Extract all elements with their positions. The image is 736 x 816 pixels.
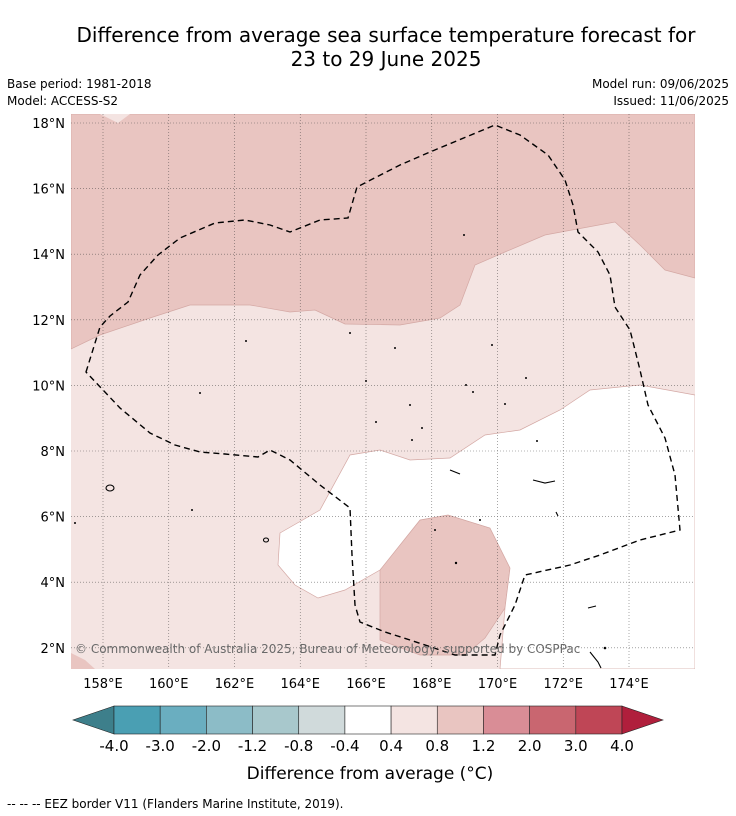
warm-patch-bottom-left (71, 653, 95, 669)
colorbar-swatch (113, 705, 161, 735)
colorbar-tick-label: -3.0 (146, 737, 175, 755)
colorbar (72, 705, 664, 735)
colorbar-tick-label: 4.0 (610, 737, 634, 755)
colorbar-tick-label: -2.0 (192, 737, 221, 755)
model-name: Model: ACCESS-S2 (7, 94, 119, 108)
eez-footnote: -- -- -- EEZ border V11 (Flanders Marine… (7, 797, 344, 811)
colorbar-label: Difference from average (°C) (246, 764, 494, 784)
lat-tick-label: 4°N (41, 576, 66, 591)
colorbar-swatch (436, 705, 484, 735)
lat-tick-label: 10°N (32, 379, 65, 394)
colorbar-swatch (206, 705, 253, 735)
lat-tick-label: 12°N (32, 314, 65, 329)
lon-tick-label: 160°E (149, 677, 189, 692)
colorbar-swatch (298, 705, 346, 735)
lat-tick-label: 18°N (32, 117, 65, 132)
graticule (71, 114, 695, 669)
colorbar-tick-label: -1.2 (238, 737, 267, 755)
lat-tick-label: 6°N (41, 511, 66, 526)
anomaly-band-0.8-1.2-north (71, 114, 695, 350)
cool-notch (100, 114, 130, 123)
lon-tick-label: 170°E (478, 677, 518, 692)
lat-tick-label: 16°N (32, 183, 65, 198)
lon-tick-label: 174°E (609, 677, 649, 692)
colorbar-tick-label: 0.4 (379, 737, 403, 755)
lat-tick-label: 2°N (41, 642, 66, 657)
lon-tick-label: 164°E (280, 677, 320, 692)
colorbar-tick-label: -0.8 (284, 737, 313, 755)
lat-tick-label: 8°N (41, 445, 66, 460)
colorbar-low-arrow (72, 705, 115, 735)
colorbar-tick-label: 0.8 (425, 737, 449, 755)
colorbar-tick-label: -4.0 (99, 737, 128, 755)
colorbar-swatch (390, 705, 438, 735)
colorbar-swatch (483, 705, 530, 735)
eez-border (85, 124, 681, 656)
lon-tick-label: 162°E (215, 677, 255, 692)
colorbar-tick-label: 2.0 (518, 737, 542, 755)
colorbar-swatch (344, 705, 392, 735)
model-run: Model run: 09/06/2025 (591, 77, 729, 91)
colorbar-swatch (529, 705, 577, 735)
copyright-text: © Commonwealth of Australia 2025, Bureau… (75, 642, 580, 656)
colorbar-swatch (252, 705, 300, 735)
colorbar-swatch (575, 705, 623, 735)
colorbar-high-arrow (621, 705, 664, 735)
colorbar-tick-label: 3.0 (564, 737, 588, 755)
title-line-1: Difference from average sea surface temp… (76, 23, 696, 47)
lon-tick-label: 172°E (543, 677, 583, 692)
base-period: Base period: 1981-2018 (7, 77, 152, 91)
colorbar-swatch (159, 705, 207, 735)
title-line-2: 23 to 29 June 2025 (290, 47, 482, 71)
lon-tick-label: 168°E (412, 677, 452, 692)
issued-date: Issued: 11/06/2025 (613, 94, 729, 108)
anomaly-map: © Commonwealth of Australia 2025, Bureau… (32, 114, 695, 755)
anomaly-band-neutral (277, 384, 695, 669)
colorbar-tick-label: -0.4 (330, 737, 359, 755)
colorbar-tick-label: 1.2 (472, 737, 496, 755)
lat-tick-label: 14°N (32, 248, 65, 263)
lon-tick-label: 166°E (346, 677, 386, 692)
lon-tick-label: 158°E (83, 677, 123, 692)
